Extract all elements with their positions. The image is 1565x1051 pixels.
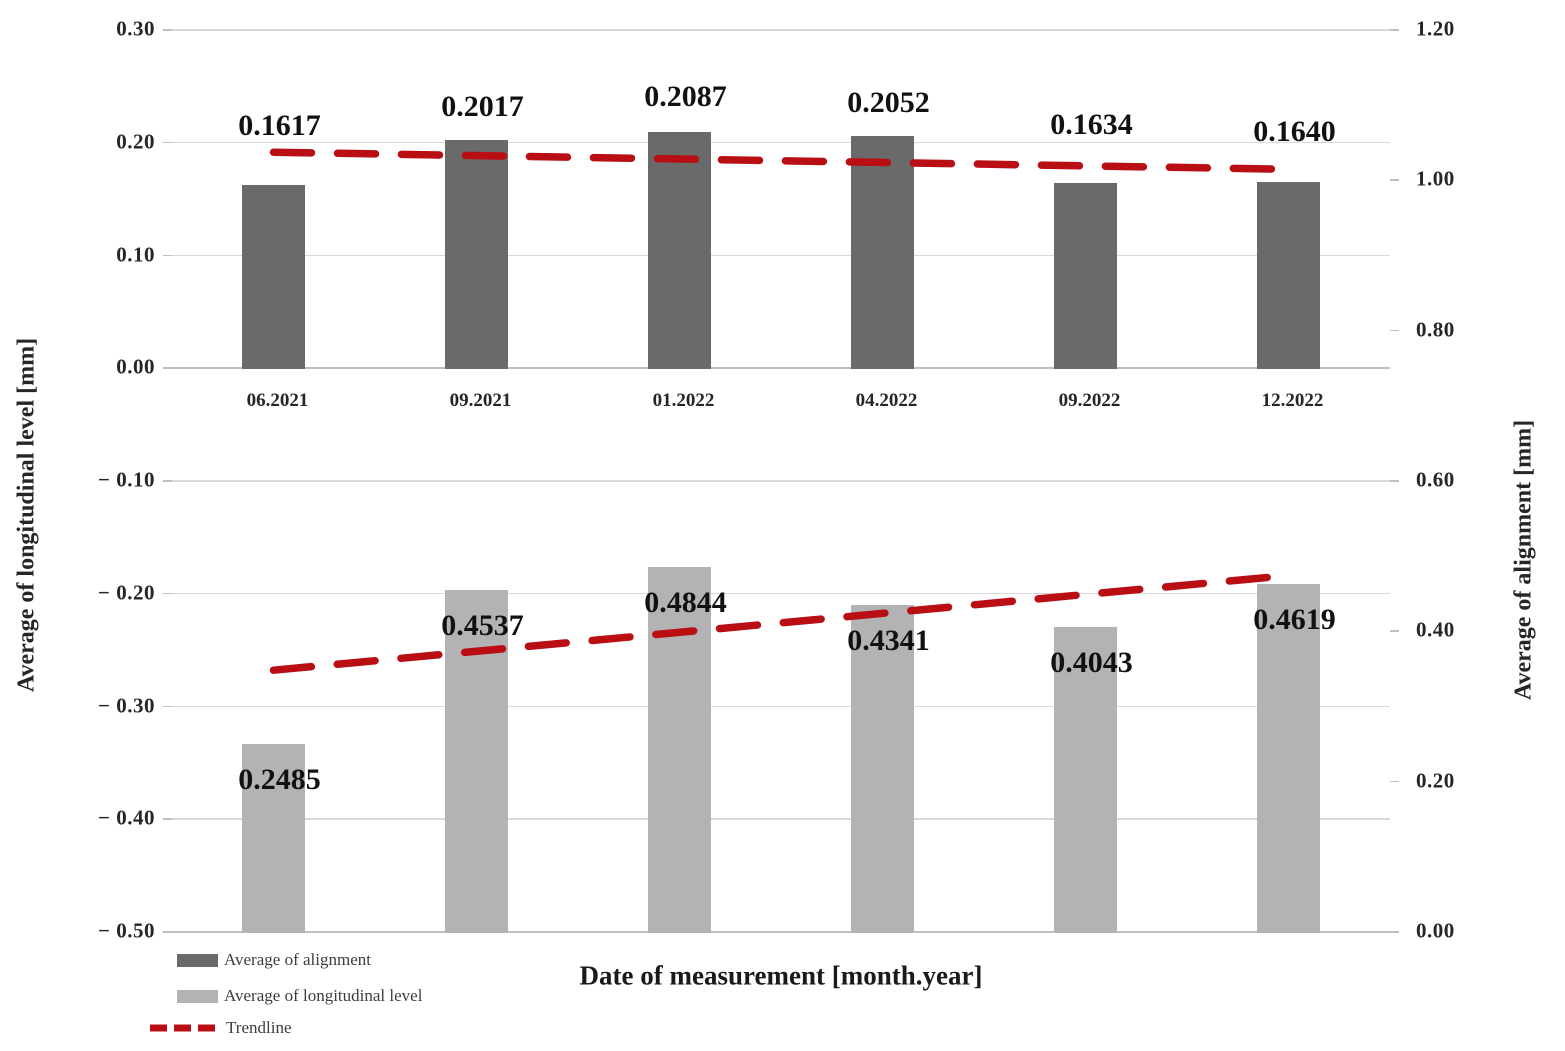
right-tick-mark — [1390, 29, 1399, 31]
longitudinal-data-label: 0.4537 — [441, 609, 524, 642]
alignment-data-label: 0.2017 — [441, 89, 524, 123]
x-axis-category-label: 09.2022 — [1058, 390, 1121, 411]
gridline — [172, 592, 1390, 595]
longitudinal-data-label: 0.4619 — [1253, 602, 1336, 636]
right-tick-mark — [1390, 179, 1399, 181]
left-axis-tick-label: 0.10 — [116, 242, 155, 266]
longitudinal-bar — [1054, 627, 1117, 933]
right-tick-mark — [1390, 329, 1399, 332]
left-axis-tick-label: − 0.40 — [98, 805, 155, 830]
alignment-swatch-icon — [177, 953, 218, 967]
left-axis-tick-label: − 0.10 — [98, 467, 155, 492]
longitudinal-bar — [242, 744, 305, 933]
alignment-bar — [1054, 183, 1117, 369]
legend-label: Trendline — [226, 1018, 292, 1037]
axis-line — [172, 367, 1390, 370]
left-axis-tick-label: 0.00 — [116, 354, 155, 379]
right-axis-tick-label: 0.20 — [1416, 768, 1455, 793]
longitudinal-data-label: 0.4844 — [644, 585, 727, 619]
left-tick-mark — [163, 29, 172, 31]
longitudinal-data-label: 0.4341 — [847, 623, 930, 657]
x-axis-category-label: 09.2021 — [449, 390, 512, 411]
longitudinal-bar — [648, 566, 711, 933]
gridline — [172, 705, 1390, 707]
left-tick-mark — [163, 480, 172, 482]
left-tick-mark — [163, 931, 172, 933]
right-axis-tick-label: 0.00 — [1416, 918, 1455, 943]
right-axis-tick-label: 1.20 — [1416, 16, 1455, 41]
trendline-dash-icon — [150, 1024, 216, 1032]
alignment-data-label: 0.2087 — [644, 79, 727, 113]
right-tick-mark — [1390, 480, 1399, 482]
legend-label: Average of longitudinal level — [224, 986, 423, 1005]
right-axis-tick-label: 0.40 — [1416, 617, 1455, 642]
alignment-data-label: 0.2052 — [847, 85, 930, 119]
right-axis-tick-label: 1.00 — [1416, 166, 1455, 191]
alignment-bar — [648, 131, 711, 369]
right-axis-tick-label: 0.80 — [1416, 317, 1455, 342]
longitudinal-data-label: 0.4043 — [1050, 646, 1133, 680]
alignment-data-label: 0.1634 — [1050, 108, 1133, 141]
gridline — [172, 818, 1390, 820]
alignment-data-label: 0.1617 — [238, 108, 321, 142]
left-axis-tick-label: − 0.50 — [98, 918, 155, 943]
alignment-bar — [242, 184, 305, 369]
alignment-bar — [851, 135, 914, 369]
x-axis-category-label: 01.2022 — [652, 390, 715, 411]
alignment-bar — [445, 139, 508, 369]
trendline — [269, 148, 1293, 174]
left-tick-mark — [163, 818, 172, 820]
gridline — [172, 141, 1390, 144]
legend-item-alignment: Average of alignment — [177, 950, 371, 970]
alignment-bar — [1257, 182, 1320, 369]
left-axis-tick-label: 0.30 — [116, 16, 155, 41]
left-tick-mark — [163, 254, 172, 256]
x-axis-category-label: 12.2022 — [1261, 390, 1324, 411]
right-axis-tick-label: 0.60 — [1416, 467, 1455, 492]
legend-item-longitudinal: Average of longitudinal level — [177, 986, 422, 1006]
longitudinal-bar — [1257, 583, 1320, 933]
right-tick-mark — [1390, 630, 1399, 632]
gridline — [172, 29, 1390, 31]
left-axis-tick-label: − 0.20 — [98, 580, 155, 605]
left-tick-mark — [163, 367, 172, 369]
left-axis-title: Average of longitudinal level [mm] — [13, 337, 40, 693]
gridline — [172, 480, 1390, 482]
left-tick-mark — [163, 705, 172, 707]
x-axis-category-label: 04.2022 — [855, 390, 918, 411]
legend-label: Average of alignment — [224, 950, 371, 969]
left-axis-tick-label: − 0.30 — [98, 693, 155, 717]
alignment-data-label: 0.1640 — [1253, 115, 1336, 149]
x-axis-title: Date of measurement [month.year] — [579, 960, 983, 991]
trendline — [269, 571, 1293, 674]
right-tick-mark — [1390, 931, 1399, 933]
right-tick-mark — [1390, 780, 1399, 783]
x-axis-category-label: 06.2021 — [246, 390, 309, 411]
left-axis-tick-label: 0.20 — [116, 129, 155, 154]
longitudinal-swatch-icon — [177, 989, 218, 1003]
legend-item-trendline: Trendline — [148, 1018, 292, 1038]
gridline — [172, 254, 1390, 256]
longitudinal-bar — [851, 604, 914, 933]
right-axis-title: Average of alignment [mm] — [1510, 419, 1537, 701]
left-tick-mark — [163, 141, 172, 144]
axis-line — [172, 931, 1390, 933]
longitudinal-data-label: 0.2485 — [238, 763, 321, 797]
left-tick-mark — [163, 592, 172, 595]
